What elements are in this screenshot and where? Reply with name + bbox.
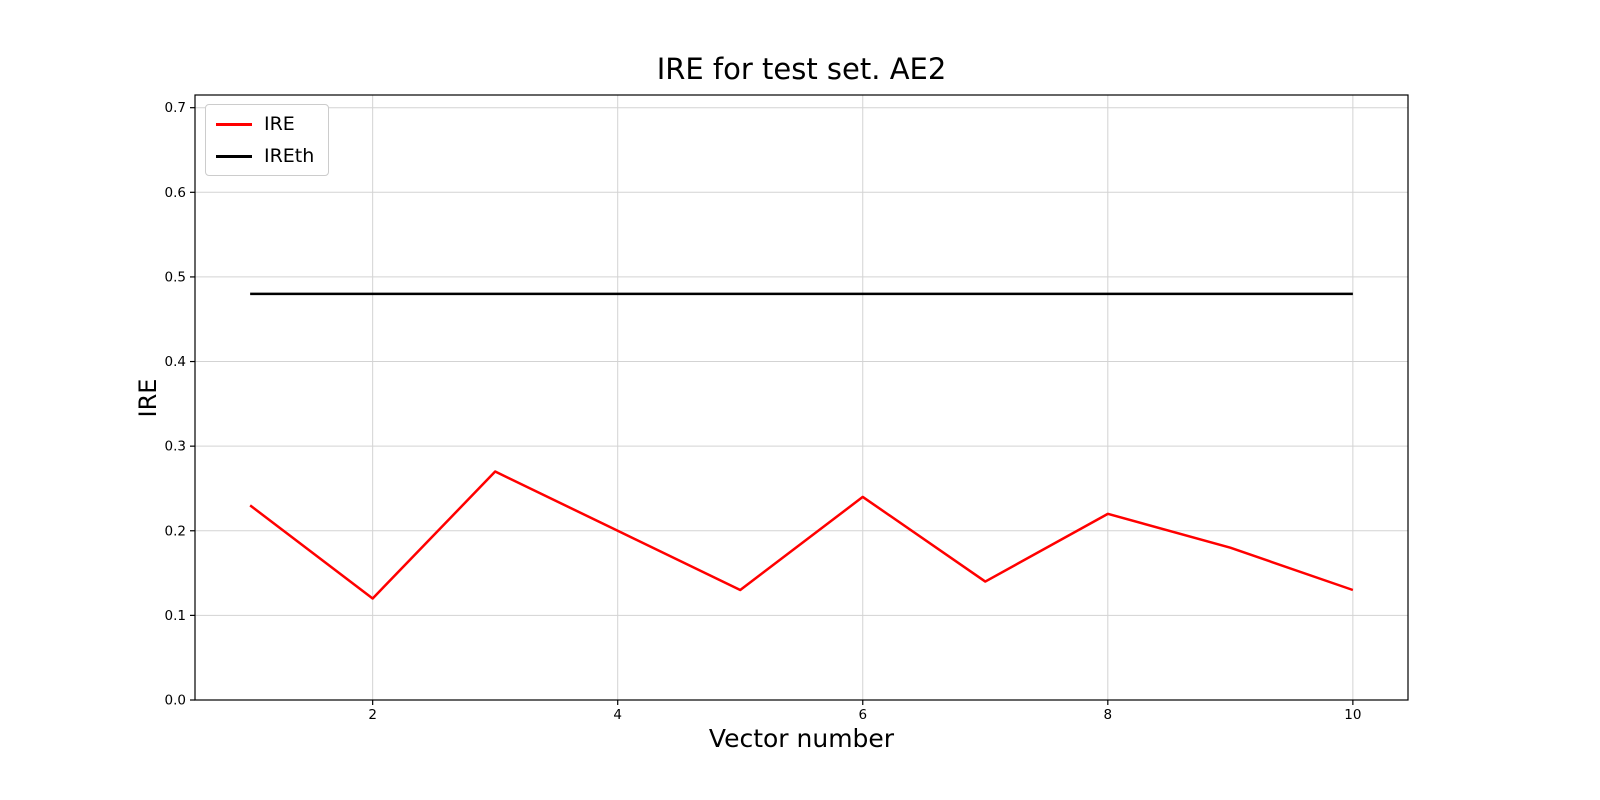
plot-frame [194, 94, 1409, 701]
x-tick-label: 4 [613, 707, 622, 723]
legend-line-sample-ireth [216, 154, 252, 158]
y-tick-label: 0.7 [165, 100, 186, 116]
legend-label-ireth: IREth [264, 145, 315, 167]
y-tick-label: 0.5 [165, 269, 186, 285]
series-line-ire [249, 470, 1354, 600]
y-tick-label: 0.4 [165, 354, 186, 370]
legend-entry-ire: IRE [216, 113, 314, 135]
legend-label-ire: IRE [264, 113, 295, 135]
x-tick-label: 6 [858, 707, 867, 723]
y-tick-label: 0.3 [165, 439, 186, 455]
y-tick-label: 0.6 [165, 185, 186, 201]
chart-title: IRE for test set. AE2 [656, 52, 947, 86]
legend-entry-ireth: IREth [216, 145, 314, 167]
y-tick-label: 0.1 [165, 608, 186, 624]
x-tick-label: 8 [1104, 707, 1113, 723]
y-axis-label: IRE [134, 378, 162, 418]
x-tick-label: 10 [1344, 707, 1361, 723]
x-axis-label: Vector number [708, 724, 895, 753]
legend-line-sample-ire [216, 122, 252, 126]
x-tick-label: 2 [368, 707, 377, 723]
legend: IRE IREth [205, 104, 330, 176]
y-tick-label: 0.2 [165, 523, 186, 539]
y-tick-label: 0.0 [165, 693, 186, 709]
